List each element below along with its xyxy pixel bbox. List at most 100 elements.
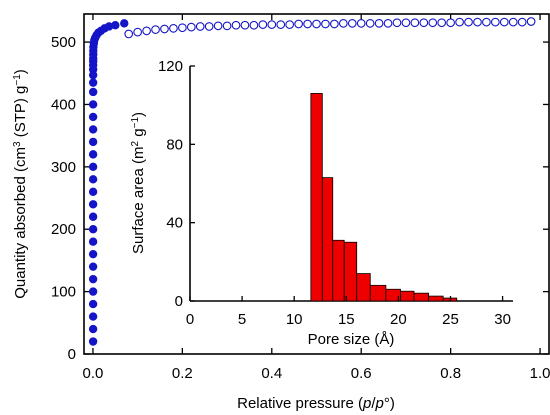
- adsorption-point: [111, 21, 120, 30]
- desorption-point: [267, 20, 277, 29]
- inset-y-axis: 0 40 80 120: [158, 58, 195, 310]
- desorption-point: [428, 18, 438, 28]
- desorption-point: [374, 19, 384, 28]
- adsorption-point: [88, 162, 98, 172]
- desorption-point: [124, 29, 134, 39]
- desorption-point: [303, 19, 312, 29]
- adsorption-point: [88, 137, 98, 147]
- adsorption-point: [88, 262, 98, 271]
- desorption-point: [276, 20, 286, 29]
- desorption-point: [526, 17, 536, 26]
- inset-x-tick-label: 10: [286, 311, 303, 328]
- main-y-tick-label: 0: [68, 346, 76, 363]
- adsorption-point: [88, 87, 98, 97]
- main-y-tick-label: 100: [51, 284, 76, 301]
- desorption-point: [204, 22, 214, 31]
- main-x-tick-label: 0.8: [440, 365, 461, 382]
- inset-x-tick-label: 0: [186, 311, 194, 328]
- adsorption-point: [88, 337, 98, 346]
- desorption-point: [249, 20, 259, 30]
- pore-size-bar: [321, 177, 334, 302]
- main-x-axis: 0.0 0.2 0.4 0.6 0.8 1.0: [83, 14, 550, 382]
- pore-size-bar: [428, 295, 444, 302]
- pore-size-bar: [310, 93, 323, 302]
- adsorption-point: [88, 125, 98, 134]
- pore-size-bar: [369, 284, 387, 302]
- main-series-layer: [88, 17, 536, 346]
- inset-x-axis-label: Pore size (Å): [308, 331, 395, 348]
- desorption-point: [347, 19, 357, 28]
- inset-x-tick-label: 25: [442, 311, 459, 328]
- desorption-point: [401, 18, 411, 28]
- desorption-point: [294, 19, 303, 29]
- adsorption-point: [88, 112, 98, 122]
- desorption-point: [491, 17, 500, 27]
- inset-y-tick-label: 40: [166, 215, 183, 232]
- main-y-axis-label: Quantity absorbed (cm3 (STP) g−1): [12, 69, 30, 299]
- adsorption-point: [88, 274, 98, 284]
- desorption-point: [330, 19, 339, 29]
- adsorption-point: [88, 212, 98, 221]
- main-y-tick-label: 400: [51, 96, 76, 113]
- inset-y-tick-label: 120: [158, 58, 183, 75]
- inset-x-axis: 0 5 10 15 20 25 30: [186, 296, 511, 328]
- desorption-point: [213, 21, 223, 31]
- desorption-point: [285, 20, 295, 29]
- adsorption-point: [88, 324, 98, 334]
- main-x-tick-label: 0.4: [261, 365, 282, 382]
- desorption-point: [356, 19, 366, 28]
- desorption-point: [383, 19, 393, 28]
- desorption-point: [160, 24, 169, 34]
- adsorption-point: [88, 299, 98, 309]
- adsorption-point: [120, 19, 129, 28]
- desorption-point: [446, 18, 455, 28]
- adsorption-point: [88, 187, 98, 196]
- adsorption-point: [88, 237, 98, 246]
- desorption-point: [338, 19, 348, 28]
- main-x-tick-label: 1.0: [530, 365, 550, 382]
- desorption-point: [392, 18, 402, 28]
- inset-plot: 0 5 10 15 20 25 30 0 40 80 120 Pore size (Å) Surf…: [130, 58, 513, 348]
- pore-size-bar: [343, 241, 358, 302]
- pore-size-bar: [332, 239, 345, 302]
- desorption-point: [169, 24, 178, 33]
- desorption-point: [240, 20, 250, 30]
- inset-y-tick-label: 0: [175, 293, 183, 310]
- inset-x-tick-label: 5: [238, 311, 246, 328]
- adsorption-point: [88, 100, 98, 109]
- main-y-tick-label: 300: [51, 159, 76, 176]
- inset-x-tick-label: 20: [390, 311, 407, 328]
- adsorption-point: [88, 200, 98, 209]
- desorption-point: [437, 18, 447, 28]
- adsorption-point: [88, 78, 98, 87]
- main-y-tick-label: 200: [51, 221, 76, 238]
- desorption-point: [464, 17, 473, 27]
- inset-x-tick-label: 30: [494, 311, 511, 328]
- main-y-tick-label: 500: [51, 34, 76, 51]
- pore-size-bar: [413, 292, 430, 302]
- desorption-point: [321, 19, 330, 29]
- adsorption-point: [88, 249, 98, 259]
- desorption-point: [499, 17, 509, 27]
- desorption-point: [222, 21, 232, 31]
- main-plot-frame: [83, 13, 550, 355]
- desorption-point: [312, 19, 321, 29]
- pore-size-bar: [356, 273, 371, 302]
- adsorption-point: [88, 312, 98, 321]
- desorption-point: [151, 25, 160, 34]
- desorption-point: [195, 22, 205, 31]
- desorption-point: [258, 20, 268, 29]
- main-x-tick-label: 0.0: [83, 365, 104, 382]
- main-x-tick-label: 0.2: [172, 365, 193, 382]
- desorption-point: [178, 23, 187, 33]
- desorption-point: [419, 18, 429, 28]
- desorption-point: [455, 17, 464, 27]
- desorption-point: [508, 17, 518, 27]
- desorption-point: [186, 22, 196, 32]
- desorption-point: [410, 18, 420, 28]
- inset-x-tick-label: 15: [338, 311, 355, 328]
